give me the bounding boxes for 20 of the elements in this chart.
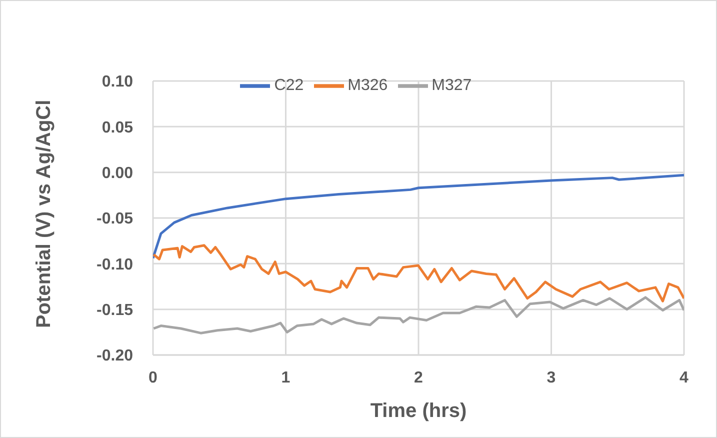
y-tick-label: 0.00	[102, 165, 134, 182]
legend-label: C22	[274, 77, 304, 94]
y-tick-label: -0.15	[96, 302, 134, 320]
line-series	[153, 244, 684, 302]
x-axis-title: Time (hrs)	[370, 400, 467, 422]
legend-label: M326	[348, 77, 388, 94]
x-tick-label: 3	[546, 369, 556, 386]
y-tick-label: 0.05	[102, 119, 134, 136]
line-series	[153, 174, 684, 260]
y-tick-label: -0.05	[96, 210, 134, 228]
x-tick-label: 2	[414, 369, 424, 386]
y-tick-label: 0.10	[102, 74, 134, 91]
y-axis-title: Potential (V) vs Ag/AgCl	[33, 100, 56, 328]
x-tick-label: 1	[281, 369, 290, 386]
legend-label: M327	[432, 77, 472, 94]
x-tick-label: 0	[148, 369, 158, 386]
y-tick-label: -0.10	[96, 256, 134, 274]
line-series	[153, 296, 684, 334]
x-tick-label: 4	[680, 369, 689, 386]
y-tick-label: -0.20	[96, 348, 134, 365]
